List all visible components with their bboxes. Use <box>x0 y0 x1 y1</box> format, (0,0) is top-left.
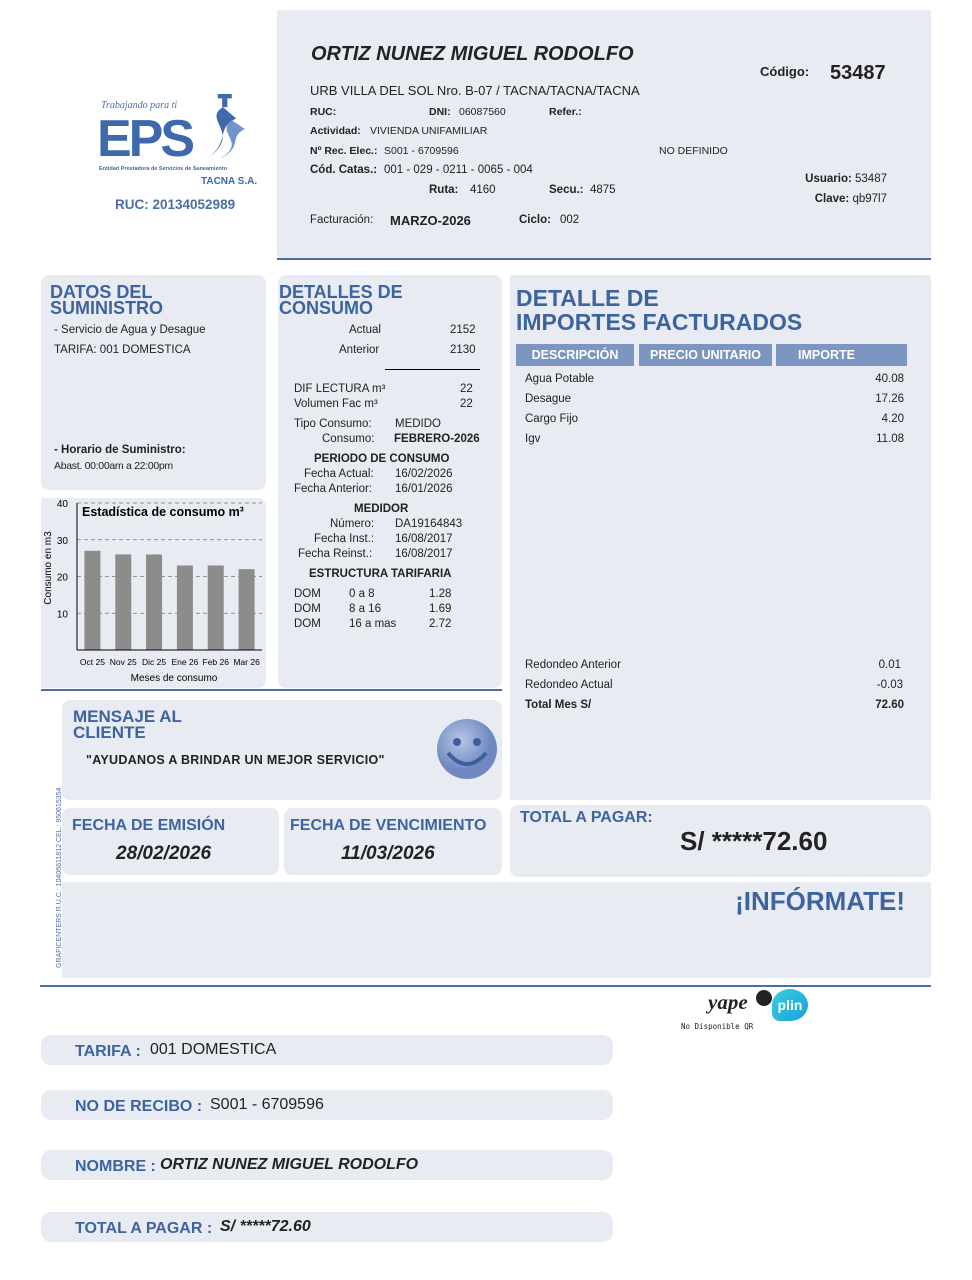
col-header-amount: IMPORTE <box>776 344 907 366</box>
tariff-cell: 1.28 <box>429 588 452 600</box>
tariff-cell: DOM <box>294 603 321 615</box>
tariff-row: DOM 0 a 8 1.28 <box>294 588 464 603</box>
info-panel: ¡INFÓRMATE! <box>62 882 931 978</box>
x-tick-label: Mar 26 <box>233 657 260 667</box>
x-tick-label: Nov 25 <box>110 657 137 667</box>
y-tick-label: 10 <box>57 609 69 620</box>
tariff-cell: 8 a 16 <box>349 603 381 615</box>
item-amount: 4.20 <box>881 413 904 425</box>
smiley-icon <box>437 719 497 779</box>
consumption-details-panel: DETALLES DE CONSUMO Actual 2152 Anterior… <box>278 275 502 688</box>
summary-name: NOMBRE : ORTIZ NUNEZ MIGUEL RODOLFO <box>41 1150 613 1180</box>
item-amount: 11.08 <box>876 433 904 445</box>
tariff-cell: 2.72 <box>429 618 452 630</box>
item-description: Igv <box>525 433 541 445</box>
y-tick-label: 20 <box>57 573 69 584</box>
bar <box>115 554 132 650</box>
customer-name: ORTIZ NUNEZ MIGUEL RODOLFO <box>311 43 634 65</box>
company-logo: Trabajando para ti EPS Entidad Prestador… <box>95 94 260 220</box>
item-amount: 40.08 <box>875 373 904 385</box>
total-amount: S/ *****72.60 <box>680 826 828 856</box>
x-tick-label: Dic 25 <box>142 657 166 667</box>
col-header-unit-price: PRECIO UNITARIO <box>639 344 772 366</box>
divider <box>385 369 480 370</box>
x-axis-label: Meses de consumo <box>131 673 218 684</box>
item-description: Agua Potable <box>525 373 595 385</box>
issue-date-panel: FECHA DE EMISIÓN 28/02/2026 <box>62 808 279 875</box>
col-header-description: DESCRIPCIÓN <box>516 344 634 366</box>
bar <box>238 569 255 650</box>
consumption-chart-panel: 10 20 30 40 Oct 25 Nov 25 Dic 25 Ene 26 Feb 26 Ma… <box>41 498 266 688</box>
supply-data-panel: DATOS DEL SUMINISTRO - Servicio de Agua … <box>41 275 266 490</box>
bar <box>146 554 163 650</box>
yape-badge-icon <box>756 990 772 1006</box>
summary-receipt-number: NO DE RECIBO : S001 - 6709596 <box>41 1090 613 1120</box>
bar <box>176 565 193 650</box>
customer-code: 53487 <box>830 62 886 84</box>
billed-item-row: Desague 17.26 <box>525 393 904 413</box>
tariff-cell: 16 a mas <box>349 618 397 630</box>
y-tick-label: 30 <box>57 536 69 547</box>
y-tick-label: 40 <box>57 499 69 510</box>
billed-items: Agua Potable 40.08 Desague 17.26 Cargo Fijo 4… <box>525 373 904 453</box>
x-tick-label: Oct 25 <box>80 657 105 667</box>
item-amount: 17.26 <box>875 393 904 405</box>
y-axis-label: Consumo en m3 <box>43 531 54 605</box>
summary-total: TOTAL A PAGAR : S/ *****72.60 <box>41 1212 613 1242</box>
tariff-cell: 0 a 8 <box>349 588 375 600</box>
tariff-row: DOM 16 a mas 2.72 <box>294 618 464 633</box>
tariff-cell: DOM <box>294 618 321 630</box>
tariff-cell: DOM <box>294 588 321 600</box>
due-date-panel: FECHA DE VENCIMIENTO 11/03/2026 <box>284 808 502 875</box>
yape-logo: yape <box>708 990 772 1016</box>
x-tick-label: Feb 26 <box>203 657 230 667</box>
divider <box>277 258 931 260</box>
billed-item-row: Cargo Fijo 4.20 <box>525 413 904 433</box>
chart-title: Estadística de consumo m³ <box>82 505 244 519</box>
item-description: Desague <box>525 393 572 405</box>
bar <box>207 565 224 650</box>
divider <box>41 689 502 691</box>
billed-item-row: Agua Potable 40.08 <box>525 373 904 393</box>
x-tick-label: Ene 26 <box>171 657 198 667</box>
bar <box>84 550 101 650</box>
tariff-row: DOM 8 a 16 1.69 <box>294 603 464 618</box>
consumption-chart: 10 20 30 40 Oct 25 Nov 25 Dic 25 Ene 26 Feb 26 Ma… <box>43 499 262 684</box>
summary-tarifa: TARIFA :001 DOMESTICA <box>41 1035 613 1065</box>
total-to-pay-panel: TOTAL A PAGAR: S/ *****72.60 <box>510 805 931 877</box>
customer-header: ORTIZ NUNEZ MIGUEL RODOLFO Código: 53487… <box>277 10 931 258</box>
customer-message-panel: MENSAJE AL CLIENTE "AYUDANOS A BRINDAR U… <box>62 700 502 800</box>
tariff-cell: 1.69 <box>429 603 452 615</box>
water-wave-icon <box>205 94 245 160</box>
plin-logo: plin <box>772 989 808 1021</box>
billed-item-row: Igv 11.08 <box>525 433 904 453</box>
item-description: Cargo Fijo <box>525 413 579 425</box>
tariff-table: DOM 0 a 8 1.28 DOM 8 a 16 1.69 DOM 16 a mas 2.72 <box>294 588 464 633</box>
divider <box>40 985 931 987</box>
